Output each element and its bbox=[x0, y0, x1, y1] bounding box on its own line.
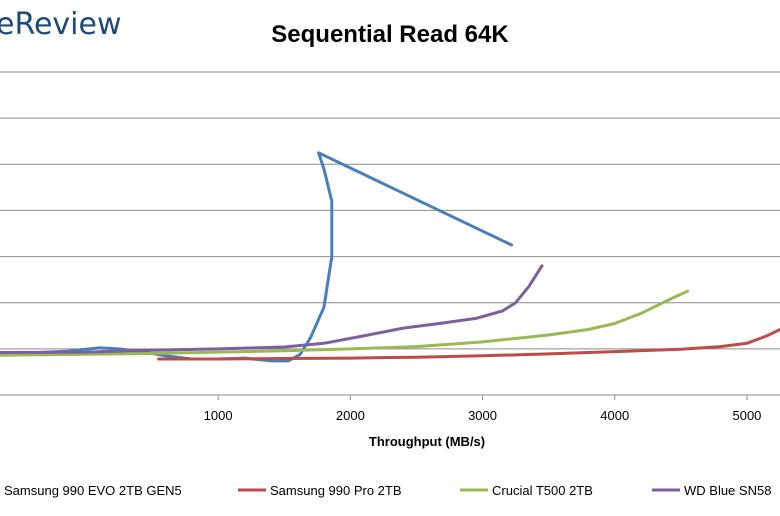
legend-label: Samsung 990 Pro 2TB bbox=[270, 483, 402, 498]
x-tick-label: 3000 bbox=[468, 408, 497, 423]
series-line-2 bbox=[157, 328, 780, 361]
x-tick-label: 5000 bbox=[732, 408, 761, 423]
series-line-4 bbox=[0, 264, 544, 354]
x-axis-title: Throughput (MB/s) bbox=[369, 434, 485, 449]
x-tick-label: 2000 bbox=[336, 408, 365, 423]
legend-label: Samsung 990 EVO 2TB GEN5 bbox=[4, 483, 182, 498]
logo-text: eReview bbox=[0, 7, 122, 42]
series-line-3 bbox=[0, 289, 689, 357]
axes bbox=[0, 394, 780, 400]
legend: Samsung 990 EVO 2TB GEN5 Samsung 990 Pro … bbox=[4, 483, 771, 498]
x-tick-labels: 1000 2000 3000 4000 5000 bbox=[204, 408, 762, 423]
x-tick-label: 4000 bbox=[600, 408, 629, 423]
x-tick-label: 1000 bbox=[204, 408, 233, 423]
series-lines bbox=[0, 151, 780, 363]
legend-label: WD Blue SN58 bbox=[684, 483, 771, 498]
legend-label: Crucial T500 2TB bbox=[492, 483, 593, 498]
chart-title: Sequential Read 64K bbox=[271, 21, 509, 48]
